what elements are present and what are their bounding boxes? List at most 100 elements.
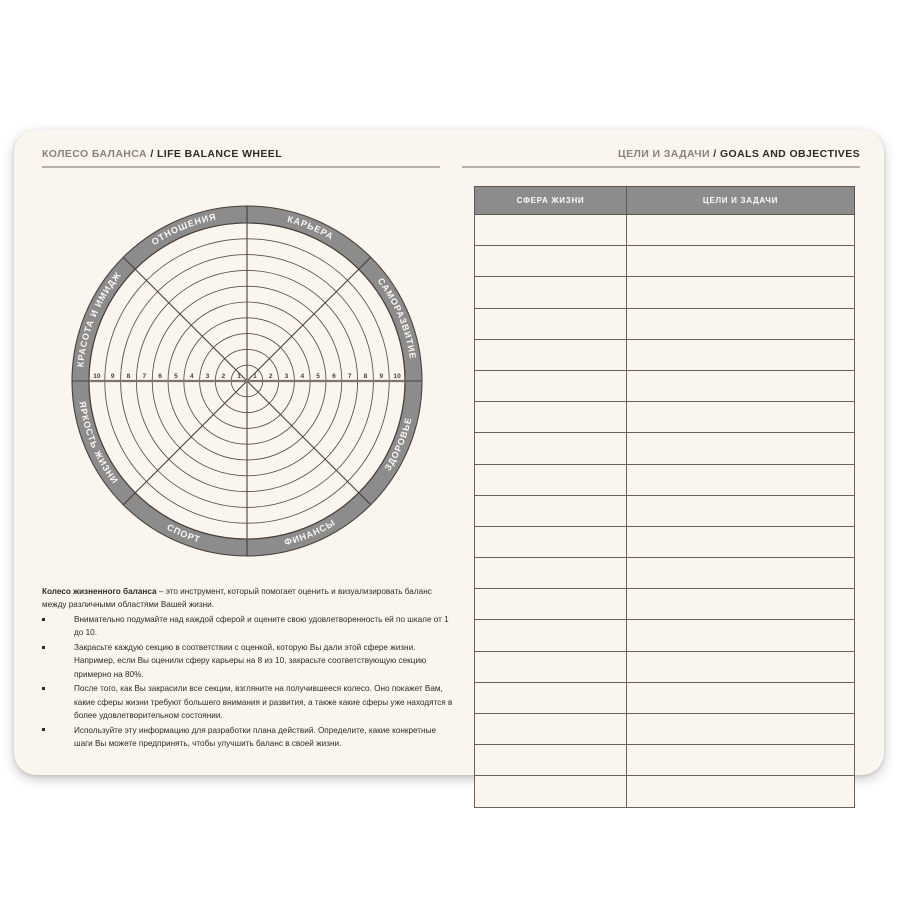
table-header-goals: ЦЕЛИ И ЗАДАЧИ	[626, 186, 855, 215]
bullet-square-icon	[42, 728, 45, 732]
page-title-left: КОЛЕСО БАЛАНСА / LIFE BALANCE WHEEL	[42, 148, 282, 160]
table-row[interactable]	[474, 369, 855, 403]
wheel-scale-label: 2	[269, 373, 273, 380]
cell-goals[interactable]	[626, 775, 855, 808]
wheel-diagram[interactable]: 10 9 8 7 6 5 4 3 2 1 1 2 3 4 5 6 7 8 9 10КАРЬЕРАСАМОРАЗВИТИ…	[58, 192, 436, 570]
instruction-item: Используйте эту информацию для разработк…	[42, 724, 454, 751]
wheel-scale-label: 9	[379, 373, 383, 380]
cell-goals[interactable]	[626, 525, 855, 559]
cell-sphere[interactable]	[474, 712, 627, 746]
instructions-lead-bold: Колесо жизненного баланса	[42, 587, 157, 596]
table-row[interactable]	[474, 338, 855, 371]
wheel-spoke	[246, 268, 360, 382]
cell-sphere[interactable]	[474, 338, 627, 371]
life-balance-wheel[interactable]: 10 9 8 7 6 5 4 3 2 1 1 2 3 4 5 6 7 8 9 10 КАРЬЕРА САМОРАЗВИТИ…	[58, 192, 436, 570]
instructions-block: Колесо жизненного баланса – это инструме…	[42, 585, 454, 750]
page-title-right-en: GOALS AND OBJECTIVES	[719, 148, 860, 160]
table-row[interactable]	[474, 619, 855, 652]
cell-sphere[interactable]	[474, 557, 627, 590]
wheel-scale-label: 4	[300, 373, 304, 380]
cell-sphere[interactable]	[474, 369, 627, 403]
table-row[interactable]	[474, 213, 855, 247]
table-row[interactable]	[474, 307, 855, 340]
cell-sphere[interactable]	[474, 463, 627, 496]
cell-goals[interactable]	[626, 712, 855, 746]
wheel-scale-label: 9	[111, 373, 115, 380]
cell-sphere[interactable]	[474, 650, 627, 683]
cell-goals[interactable]	[626, 369, 855, 403]
wheel-scale-label: 2	[221, 373, 225, 380]
bullet-square-icon	[42, 617, 45, 621]
wheel-scale-label: 7	[348, 373, 352, 380]
table-row[interactable]	[474, 557, 855, 590]
page-title-left-en: LIFE BALANCE WHEEL	[156, 148, 283, 160]
cell-sphere[interactable]	[474, 619, 627, 652]
bullet-square-icon	[42, 645, 45, 649]
table-row[interactable]	[474, 432, 855, 465]
table-row[interactable]	[474, 276, 855, 309]
instruction-text: Используйте эту информацию для разработк…	[74, 725, 437, 749]
cell-sphere[interactable]	[474, 276, 627, 309]
title-rule-right	[462, 166, 860, 168]
page-title-right-separator: /	[713, 148, 717, 160]
cell-goals[interactable]	[626, 463, 855, 496]
table-row[interactable]	[474, 494, 855, 527]
goals-table[interactable]: СФЕРА ЖИЗНИ ЦЕЛИ И ЗАДАЧИ	[474, 186, 855, 808]
cell-goals[interactable]	[626, 401, 855, 434]
table-header-row: СФЕРА ЖИЗНИ ЦЕЛИ И ЗАДАЧИ	[474, 186, 855, 215]
cell-goals[interactable]	[626, 650, 855, 683]
cell-sphere[interactable]	[474, 588, 627, 621]
wheel-scale-label: 7	[142, 373, 146, 380]
cell-sphere[interactable]	[474, 401, 627, 434]
wheel-scale-label: 10	[393, 373, 401, 380]
wheel-scale-label: 10	[93, 373, 101, 380]
instructions-lead-rest: – это инструмент, который помогает оцени…	[42, 587, 432, 610]
cell-sphere[interactable]	[474, 525, 627, 559]
cell-sphere[interactable]	[474, 213, 627, 247]
cell-goals[interactable]	[626, 276, 855, 309]
wheel-scale-label: 6	[158, 373, 162, 380]
cell-sphere[interactable]	[474, 681, 627, 715]
instruction-item: Внимательно подумайте над каждой сферой …	[42, 613, 454, 640]
table-row[interactable]	[474, 712, 855, 746]
cell-sphere[interactable]	[474, 494, 627, 527]
table-row[interactable]	[474, 650, 855, 683]
table-row[interactable]	[474, 463, 855, 496]
table-row[interactable]	[474, 744, 855, 777]
cell-goals[interactable]	[626, 245, 855, 278]
cell-goals[interactable]	[626, 557, 855, 590]
table-row[interactable]	[474, 245, 855, 278]
table-row[interactable]	[474, 681, 855, 715]
cell-goals[interactable]	[626, 494, 855, 527]
cell-goals[interactable]	[626, 681, 855, 715]
table-row[interactable]	[474, 775, 855, 808]
title-rule-left	[42, 166, 440, 168]
wheel-scale-label: 5	[174, 373, 178, 380]
wheel-scale-label: 8	[364, 373, 368, 380]
page-title-left-separator: /	[150, 148, 154, 160]
wheel-spoke	[246, 380, 360, 494]
cell-goals[interactable]	[626, 213, 855, 247]
table-row[interactable]	[474, 588, 855, 621]
cell-goals[interactable]	[626, 307, 855, 340]
table-header-sphere: СФЕРА ЖИЗНИ	[474, 186, 627, 215]
table-row[interactable]	[474, 401, 855, 434]
cell-sphere[interactable]	[474, 432, 627, 465]
cell-goals[interactable]	[626, 619, 855, 652]
cell-goals[interactable]	[626, 744, 855, 777]
table-row[interactable]	[474, 525, 855, 559]
cell-sphere[interactable]	[474, 744, 627, 777]
cell-goals[interactable]	[626, 338, 855, 371]
wheel-scale-label: 3	[206, 373, 210, 380]
cell-sphere[interactable]	[474, 775, 627, 808]
page-title-right-ru: ЦЕЛИ И ЗАДАЧИ	[618, 148, 710, 160]
page-title-right: ЦЕЛИ И ЗАДАЧИ / GOALS AND OBJECTIVES	[618, 148, 860, 160]
instructions-list: Внимательно подумайте над каждой сферой …	[42, 613, 454, 750]
cell-sphere[interactable]	[474, 245, 627, 278]
wheel-scale-label: 1	[253, 373, 257, 380]
cell-goals[interactable]	[626, 432, 855, 465]
cell-sphere[interactable]	[474, 307, 627, 340]
cell-goals[interactable]	[626, 588, 855, 621]
worksheet-page: КОЛЕСО БАЛАНСА / LIFE BALANCE WHEEL ЦЕЛИ…	[14, 130, 884, 808]
